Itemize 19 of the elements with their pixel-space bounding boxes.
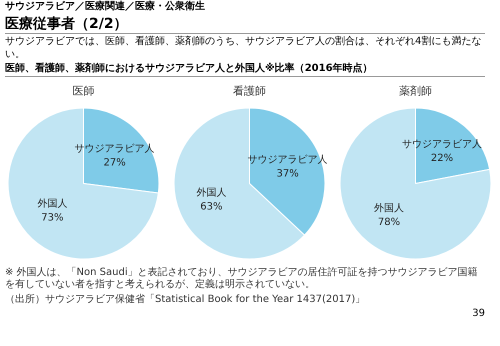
text: 39	[472, 308, 485, 320]
slice-label: 外国人	[374, 202, 404, 214]
chart-title: 医師	[72, 84, 94, 98]
text: サウジアラビア／医療関連／医療・公衆衛生	[5, 1, 205, 14]
chart-title: 薬剤師	[399, 84, 432, 98]
data-label: 78%	[378, 216, 400, 228]
chart-title: 看護師	[233, 84, 266, 98]
data-label: 73%	[41, 212, 64, 223]
data-label: 27%	[104, 157, 126, 168]
text: サウジアラビアでは、医師、看護師、薬剤師のうち、サウジアラビア人の割合は、それぞれ4割にも満たない。	[5, 36, 482, 61]
text: ※ 外国人は、「Non Saudi」と表記されており、サウジアラビアの居住許可証を持つサウジアラビア国籍を有していない者を指すと考えられるが、定義は明示されていない。	[5, 266, 479, 292]
slice-label: 外国人	[196, 186, 226, 198]
text: 医師、看護師、薬剤師におけるサウジアラビア人と外国人※比率（2016年時点）	[5, 63, 373, 76]
slice-label: 外国人	[37, 198, 68, 209]
data-label: 63%	[200, 200, 223, 212]
text: 医療従事者（2/2）	[5, 16, 128, 33]
data-label: 22%	[430, 152, 454, 164]
data-label: 37%	[276, 168, 299, 180]
text: （出所）サウジアラビア保健省「Statistical Book for the Year 1437(2017)」	[5, 294, 366, 306]
